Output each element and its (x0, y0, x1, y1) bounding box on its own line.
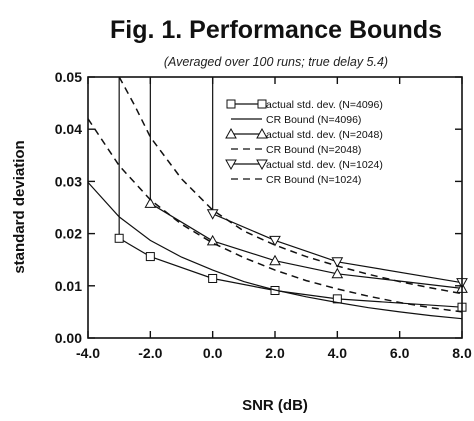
series-line (212, 213, 463, 284)
x-tick-label: -4.0 (76, 345, 100, 361)
legend-label: CR Bound (N=1024) (266, 174, 361, 186)
chart-title: Fig. 1. Performance Bounds (110, 16, 442, 44)
legend-label: actual std. dev. (N=4096) (266, 99, 383, 111)
x-axis-label: SNR (dB) (242, 397, 308, 414)
y-tick-label: 0.04 (55, 121, 82, 137)
data-point (144, 197, 157, 208)
legend-entry: CR Bound (N=4096) (231, 114, 361, 126)
x-tick-label: 8.0 (452, 345, 472, 361)
legend-label: actual std. dev. (N=2048) (266, 129, 383, 141)
legend-label: CR Bound (N=4096) (266, 114, 361, 126)
series-line (87, 118, 463, 313)
data-point (331, 257, 344, 268)
y-tick-label: 0.03 (55, 173, 82, 189)
data-point (269, 235, 281, 247)
legend-marker (256, 159, 268, 171)
legend-marker (225, 127, 237, 139)
series-cr-bound-n-4096 (87, 181, 463, 320)
series-cr-bound-n-1024 (118, 76, 463, 295)
x-tick-label: 6.0 (390, 345, 410, 361)
x-tick-label: 0.0 (203, 345, 223, 361)
series-line (118, 76, 463, 295)
x-tick-label: -2.0 (138, 345, 162, 361)
legend-label: CR Bound (N=2048) (266, 144, 361, 156)
legend-entry: actual std. dev. (N=4096) (226, 99, 383, 111)
legend-entry: actual std. dev. (N=1024) (225, 159, 383, 171)
data-point (114, 233, 124, 243)
series-actual-std-dev-n-1024 (206, 77, 468, 289)
y-tick-label: 0.02 (55, 226, 82, 242)
y-tick-label: 0.01 (55, 278, 82, 294)
data-point (269, 254, 281, 266)
chart-subtitle: (Averaged over 100 runs; true delay 5.4) (164, 55, 388, 69)
legend-entry: CR Bound (N=1024) (231, 174, 361, 186)
x-tick-label: 2.0 (265, 345, 285, 361)
legend-label: actual std. dev. (N=1024) (266, 159, 383, 171)
y-ticks: 0.00 0.01 0.02 0.03 0.04 0.05 (55, 69, 462, 346)
data-point (208, 273, 218, 283)
x-ticks: -4.0 -2.0 0.0 2.0 4.0 6.0 8.0 (76, 77, 472, 361)
legend-entry: actual std. dev. (N=2048) (225, 127, 383, 141)
plot-area (87, 76, 468, 320)
x-tick-label: 4.0 (328, 345, 348, 361)
y-axis-label: standard deviation (11, 140, 28, 273)
legend-marker (256, 127, 268, 139)
data-point (331, 267, 344, 279)
series-line (118, 237, 463, 308)
legend-marker (225, 159, 237, 171)
data-point (206, 209, 219, 220)
series-cr-bound-n-2048 (87, 118, 463, 313)
series-line (87, 181, 463, 320)
y-tick-label: 0.05 (55, 69, 82, 85)
data-point (145, 252, 155, 262)
legend: actual std. dev. (N=4096) CR Bound (N=409… (225, 99, 383, 186)
series-line (149, 202, 463, 289)
series-actual-std-dev-n-4096 (114, 77, 467, 312)
legend-marker (257, 99, 267, 109)
y-tick-label: 0.00 (55, 330, 82, 346)
legend-entry: CR Bound (N=2048) (231, 144, 361, 156)
data-point (206, 234, 219, 246)
legend-marker (226, 99, 236, 109)
